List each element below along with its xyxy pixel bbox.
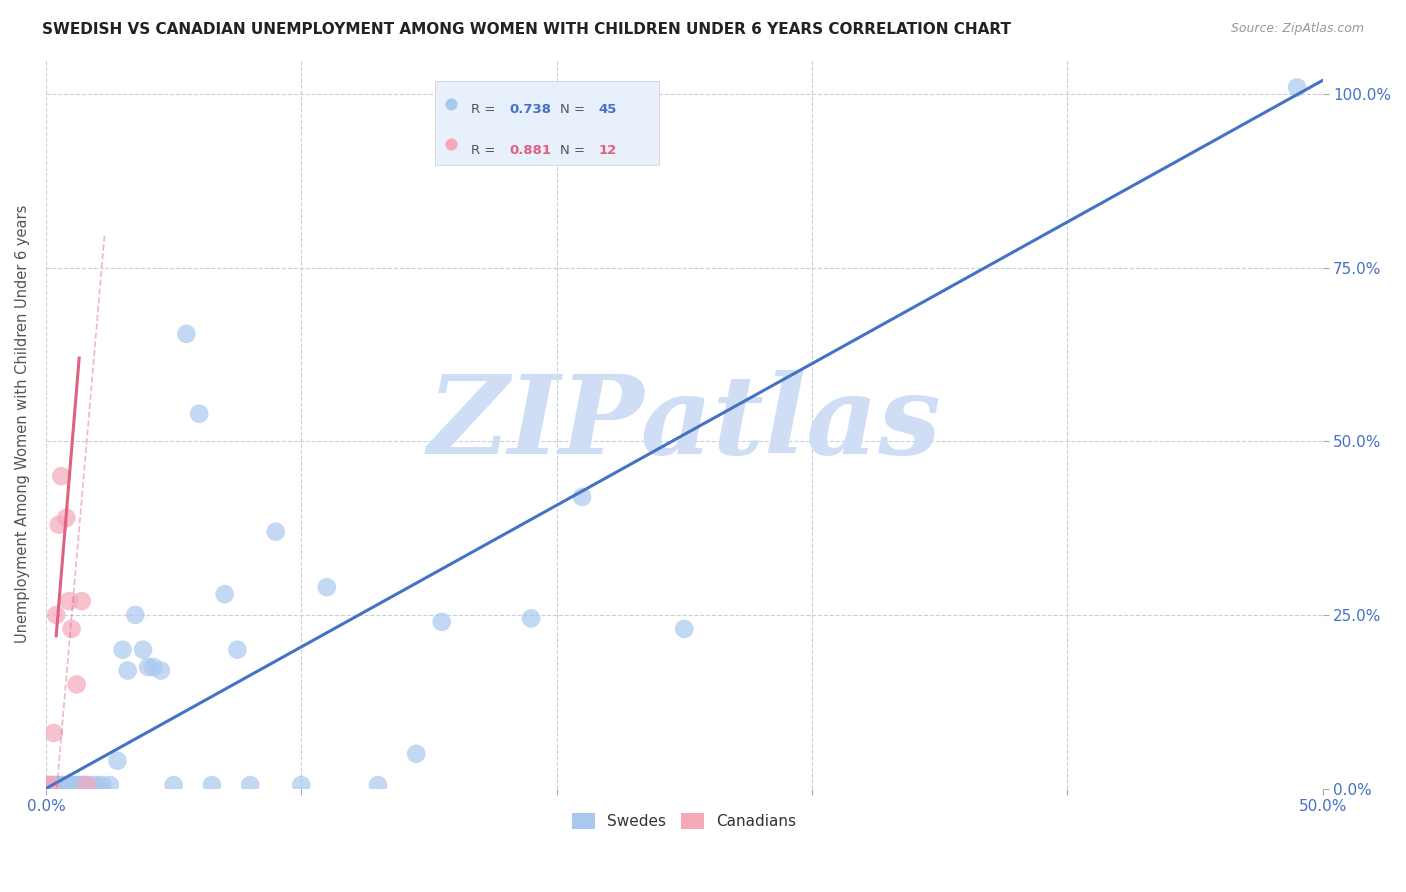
Point [58,594,80,608]
Legend: Swedes, Canadians: Swedes, Canadians [565,807,803,836]
Point [91,778,114,792]
Point [132,642,155,657]
Point [149,664,172,678]
Point [520,611,543,625]
Point [188,407,211,421]
Point [55,778,77,792]
Point [76,778,98,792]
Point [45,607,67,622]
Point [117,664,139,678]
Point [76,778,98,792]
Point [98,778,121,792]
Point [290,778,312,792]
Text: SWEDISH VS CANADIAN UNEMPLOYMENT AMONG WOMEN WITH CHILDREN UNDER 6 YEARS CORRELA: SWEDISH VS CANADIAN UNEMPLOYMENT AMONG W… [42,22,1011,37]
Point [52,778,75,792]
Point [39,778,62,792]
Point [214,587,236,601]
Y-axis label: Unemployment Among Women with Children Under 6 years: Unemployment Among Women with Children U… [15,205,30,643]
Point [39,778,62,792]
Point [45,778,67,792]
Point [136,660,159,674]
Point [42,778,65,792]
Point [48,517,70,532]
Text: ZIPatlas: ZIPatlas [427,370,941,478]
Point [73,778,96,792]
Point [60,778,83,792]
Point [315,580,337,594]
Point [111,642,134,657]
Point [70,778,93,792]
Point [673,622,696,636]
Point [264,524,287,539]
Point [367,778,389,792]
Point [107,754,129,768]
Point [38,778,60,792]
Point [142,660,165,674]
Point [42,726,65,740]
Point [571,490,593,504]
Point [51,778,73,792]
Point [239,778,262,792]
Point [405,747,427,761]
Point [67,778,90,792]
Point [65,677,87,691]
Text: Source: ZipAtlas.com: Source: ZipAtlas.com [1230,22,1364,36]
Point [48,778,70,792]
Point [201,778,224,792]
Point [1286,80,1309,95]
Point [176,326,198,341]
Point [51,469,73,483]
Point [86,778,108,792]
Point [58,778,80,792]
Point [162,778,184,792]
Point [38,778,60,792]
Point [60,622,83,636]
Point [55,510,77,524]
Point [63,778,86,792]
Point [65,778,87,792]
Point [124,607,146,622]
Point [70,594,93,608]
Point [226,642,249,657]
Point [80,778,103,792]
Point [430,615,453,629]
